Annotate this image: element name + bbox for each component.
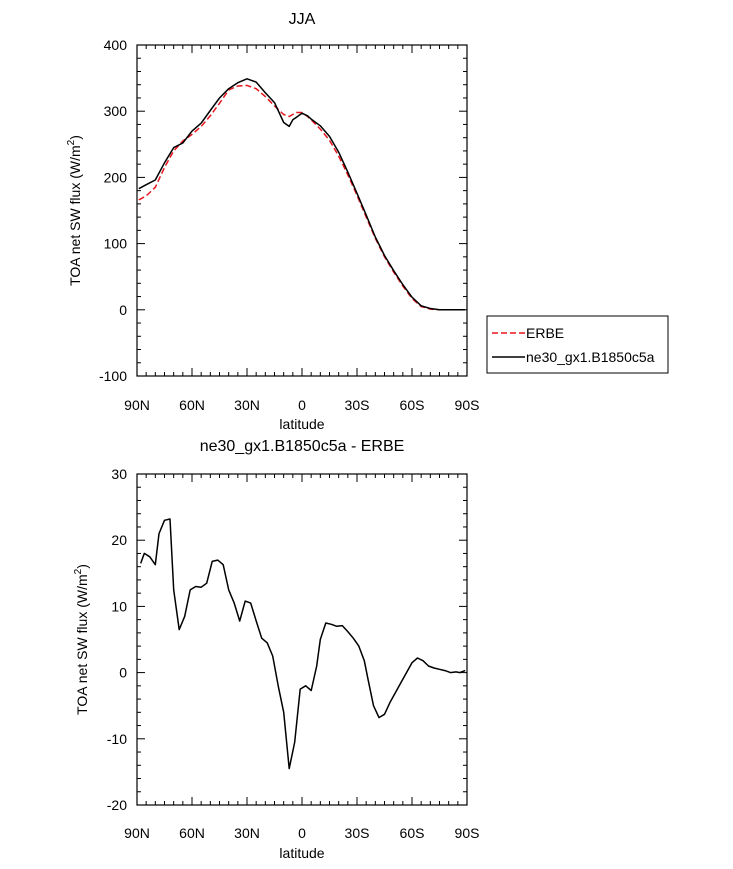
y-axis-label-superscript: 2 [66, 139, 77, 145]
x-tick-label: 30N [234, 397, 260, 413]
x-tick-label: 30S [345, 397, 370, 413]
x-tick-label: 90N [124, 825, 150, 841]
x-tick-label: 30S [345, 825, 370, 841]
x-tick-label: 90S [455, 825, 480, 841]
x-tick-label: 0 [298, 397, 306, 413]
series-line-1 [138, 84, 466, 311]
y-tick-label: 20 [111, 532, 127, 548]
plot-frame [136, 473, 468, 806]
y-tick-label: -20 [107, 797, 127, 813]
y-tick-label: -100 [99, 368, 127, 384]
x-tick-label: 90N [124, 397, 150, 413]
x-tick-label: 60N [179, 397, 205, 413]
x-tick-label: 90S [455, 397, 480, 413]
y-axis-label-close: ) [67, 135, 83, 140]
y-axis-label-close: ) [74, 564, 90, 569]
series-line-2 [138, 78, 466, 311]
y-tick-label: 0 [119, 665, 127, 681]
legend-box [486, 315, 669, 374]
y-axis-label-main: TOA net SW flux (W/m [67, 145, 83, 286]
x-axis-label: latitude [279, 845, 324, 861]
y-axis-label: TOA net SW flux (W/m2) [66, 135, 83, 286]
x-tick-label: 60S [400, 397, 425, 413]
y-axis-label-main: TOA net SW flux (W/m [74, 574, 90, 715]
y-tick-label: -10 [107, 731, 127, 747]
y-tick-label: 100 [104, 236, 128, 252]
chart-title: ne30_gx1.B1850c5a - ERBE [200, 438, 405, 455]
y-axis-label-superscript: 2 [73, 568, 84, 574]
y-axis-label: TOA net SW flux (W/m2) [73, 564, 90, 715]
x-tick-label: 60N [179, 825, 205, 841]
legend-label-1: ERBE [526, 325, 564, 341]
y-tick-label: 300 [104, 103, 128, 119]
y-tick-label: 200 [104, 169, 128, 185]
y-tick-label: 30 [111, 466, 127, 482]
plot-frame [136, 44, 468, 377]
y-tick-label: 0 [119, 302, 127, 318]
legend-label-2: ne30_gx1.B1850c5a [526, 349, 655, 365]
chart-title: JJA [289, 11, 316, 28]
series-line-1 [139, 518, 466, 770]
y-tick-label: 400 [104, 37, 128, 53]
y-tick-label: 10 [111, 598, 127, 614]
x-tick-label: 0 [298, 825, 306, 841]
x-tick-label: 60S [400, 825, 425, 841]
x-axis-label: latitude [279, 416, 324, 432]
chart-panel-2: ne30_gx1.B1850c5a - ERBE 90N 60N 30N 0 30S 60S… [73, 438, 479, 861]
chart-panel-1: JJA 90N 60N 30N 0 30S 60S 90S -100 0 100 200 300 400 l… [66, 11, 669, 432]
legend: ERBE ne30_gx1.B1850c5a [486, 315, 669, 374]
x-tick-label: 30N [234, 825, 260, 841]
